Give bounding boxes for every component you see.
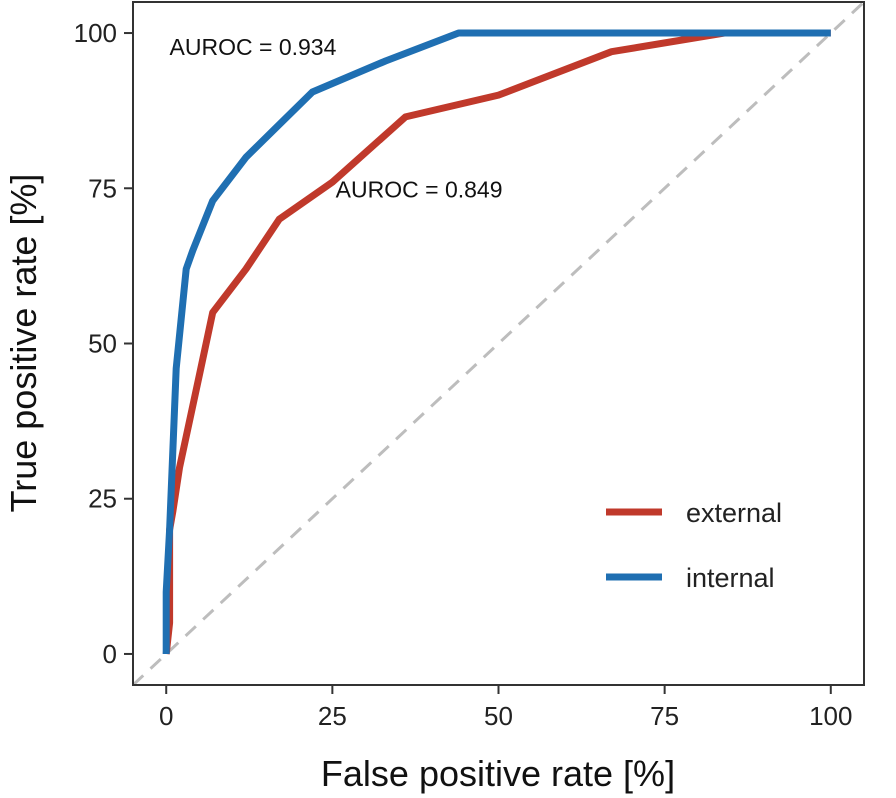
x-tick-label: 0 [159, 701, 173, 731]
y-tick-label: 100 [74, 18, 117, 48]
x-axis-title: False positive rate [%] [321, 753, 675, 794]
legend-label-internal: internal [686, 563, 775, 593]
x-tick-label: 25 [318, 701, 347, 731]
y-axis-title: True positive rate [%] [3, 174, 44, 513]
x-tick-label: 50 [484, 701, 513, 731]
x-tick-label: 100 [809, 701, 852, 731]
y-axis-ticks: 0 25 50 75 100 [74, 18, 133, 669]
x-axis-ticks: 0 25 50 75 100 [159, 685, 852, 731]
y-tick-label: 25 [88, 484, 117, 514]
auroc-annotation-internal: AUROC = 0.934 [170, 34, 337, 60]
legend-label-external: external [686, 498, 782, 528]
x-tick-label: 75 [650, 701, 679, 731]
series-line-internal [162, 29, 831, 654]
legend: external internal [606, 498, 782, 593]
series-layer [162, 29, 831, 655]
y-tick-label: 75 [88, 173, 117, 203]
y-tick-label: 0 [103, 639, 117, 669]
y-tick-label: 50 [88, 329, 117, 359]
auroc-annotation-external: AUROC = 0.849 [336, 177, 503, 203]
